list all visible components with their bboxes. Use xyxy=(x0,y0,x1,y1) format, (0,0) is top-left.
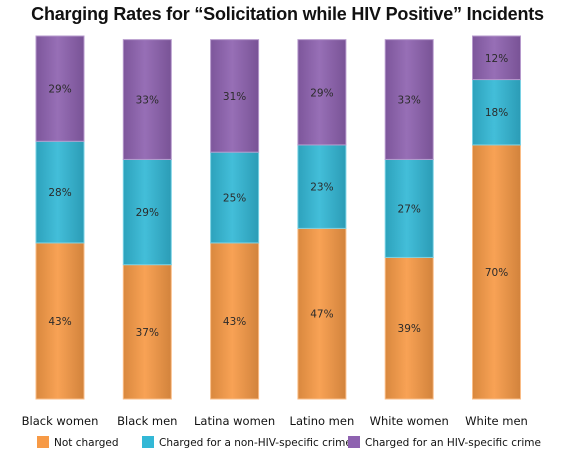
data-label-black-women-charged-for-a-non-hiv-specific-crime: 28% xyxy=(48,187,71,199)
category-label-white-men: White men xyxy=(465,414,528,428)
bar-segment-latino-men-not-charged xyxy=(297,227,347,400)
legend-label-charged-for-an-hiv-specific-crime: Charged for an HIV-specific crime xyxy=(365,437,541,449)
data-label-latino-men-charged-for-a-non-hiv-specific-crime: 23% xyxy=(310,182,333,194)
category-label-black-men: Black men xyxy=(117,414,177,428)
legend-swatch-charged-for-an-hiv-specific-crime xyxy=(348,436,360,448)
data-label-latino-men-charged-for-an-hiv-specific-crime: 29% xyxy=(310,87,333,99)
bar-segment-black-men-charged-for-an-hiv-specific-crime xyxy=(122,39,172,160)
data-label-black-women-charged-for-an-hiv-specific-crime: 29% xyxy=(48,84,71,96)
data-label-black-men-charged-for-a-non-hiv-specific-crime: 29% xyxy=(136,207,159,219)
data-label-white-women-not-charged: 39% xyxy=(398,323,421,335)
data-label-white-men-charged-for-an-hiv-specific-crime: 12% xyxy=(485,53,508,65)
category-label-white-women: White women xyxy=(370,414,449,428)
category-label-latina-women: Latina women xyxy=(194,414,275,428)
data-label-white-men-not-charged: 70% xyxy=(485,267,508,279)
bar-segment-white-women-charged-for-a-non-hiv-specific-crime xyxy=(384,158,434,258)
data-label-white-women-charged-for-a-non-hiv-specific-crime: 27% xyxy=(398,203,421,215)
data-label-black-men-charged-for-an-hiv-specific-crime: 33% xyxy=(136,95,159,107)
bar-segment-black-women-not-charged xyxy=(35,242,85,400)
bar-segment-black-men-not-charged xyxy=(122,264,172,400)
chart-title: Charging Rates for “Solicitation while H… xyxy=(31,4,544,24)
data-label-black-men-not-charged: 37% xyxy=(136,327,159,339)
data-label-latina-women-not-charged: 43% xyxy=(223,316,246,328)
data-label-white-women-charged-for-an-hiv-specific-crime: 33% xyxy=(398,95,421,107)
bar-segment-latino-men-charged-for-an-hiv-specific-crime xyxy=(297,39,347,146)
bar-segment-white-women-charged-for-an-hiv-specific-crime xyxy=(384,39,434,160)
data-label-latino-men-not-charged: 47% xyxy=(310,309,333,321)
bar-segment-white-women-not-charged xyxy=(384,256,434,400)
bar-segment-black-women-charged-for-an-hiv-specific-crime xyxy=(35,35,85,142)
bar-segment-latina-women-charged-for-an-hiv-specific-crime xyxy=(210,39,260,153)
bar-segment-latina-women-not-charged xyxy=(210,242,260,400)
data-label-white-men-charged-for-a-non-hiv-specific-crime: 18% xyxy=(485,107,508,119)
legend-swatch-not-charged xyxy=(37,436,49,448)
legend-label-not-charged: Not charged xyxy=(54,437,119,449)
bar-segment-white-men-charged-for-an-hiv-specific-crime xyxy=(472,35,521,81)
legend-swatch-charged-for-a-non-hiv-specific-crime xyxy=(142,436,154,448)
data-label-latina-women-charged-for-an-hiv-specific-crime: 31% xyxy=(223,91,246,103)
bar-segment-white-men-not-charged xyxy=(472,144,521,400)
data-label-latina-women-charged-for-a-non-hiv-specific-crime: 25% xyxy=(223,193,246,205)
category-label-latino-men: Latino men xyxy=(290,414,355,428)
legend-label-charged-for-a-non-hiv-specific-crime: Charged for a non-HIV-specific crime xyxy=(159,437,352,449)
bar-segment-latina-women-charged-for-a-non-hiv-specific-crime xyxy=(210,151,260,244)
bar-segment-black-women-charged-for-a-non-hiv-specific-crime xyxy=(35,140,85,244)
data-label-black-women-not-charged: 43% xyxy=(48,316,71,328)
category-label-black-women: Black women xyxy=(22,414,99,428)
bar-segment-white-men-charged-for-a-non-hiv-specific-crime xyxy=(472,79,521,146)
bar-segment-latino-men-charged-for-a-non-hiv-specific-crime xyxy=(297,144,347,229)
